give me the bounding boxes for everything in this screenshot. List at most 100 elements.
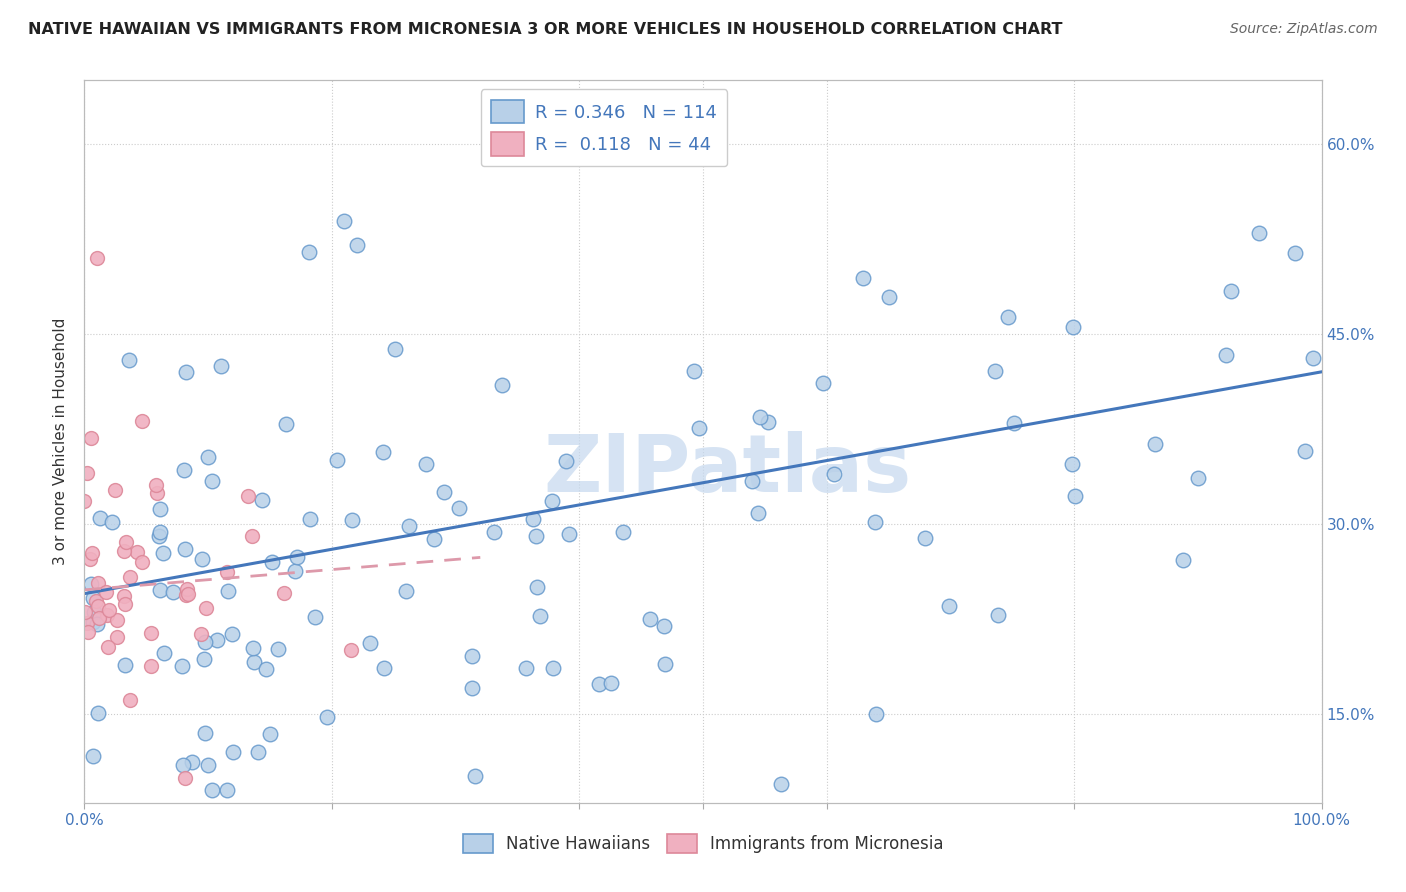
Point [242,655,264,669]
Point [238,489,260,503]
Point [73,494,96,508]
Point [267,641,290,656]
Point [84,594,107,608]
Point [145,478,167,492]
Point [148,582,170,597]
Point [1143,437,1166,451]
Point [80,431,103,445]
Point [298,245,321,260]
Point [222,745,245,759]
Point [433,485,456,500]
Point [82,591,104,606]
Point [80,546,103,560]
Point [194,726,217,740]
Point [747,506,769,520]
Point [398,519,420,533]
Point [515,661,537,675]
Point [201,474,224,488]
Text: ZIPatlas: ZIPatlas [544,432,912,509]
Point [246,745,269,759]
Text: NATIVE HAWAIIAN VS IMMIGRANTS FROM MICRONESIA 3 OR MORE VEHICLES IN HOUSEHOLD CO: NATIVE HAWAIIAN VS IMMIGRANTS FROM MICRO… [28,22,1063,37]
Point [82,615,104,629]
Point [149,501,172,516]
Point [342,513,364,527]
Point [141,659,163,673]
Point [522,512,544,526]
Point [252,493,274,508]
Point [529,608,551,623]
Point [461,681,484,696]
Point [190,551,212,566]
Point [242,640,264,655]
Point [177,587,200,601]
Point [599,675,621,690]
Point [173,463,195,477]
Point [217,583,239,598]
Point [131,555,153,569]
Point [118,692,141,706]
Point [100,515,122,529]
Point [174,365,197,379]
Point [558,527,581,541]
Point [114,598,136,612]
Point [997,310,1019,325]
Point [174,588,197,602]
Point [80,577,103,591]
Point [201,783,224,797]
Point [373,444,395,458]
Point [197,757,219,772]
Point [1062,458,1084,472]
Point [194,634,217,648]
Point [240,528,263,542]
Point [1187,471,1209,485]
Point [541,494,564,508]
Point [756,415,779,429]
Point [526,580,548,594]
Point [153,646,176,660]
Point [1002,416,1025,430]
Point [127,545,149,559]
Point [682,364,704,378]
Point [94,584,117,599]
Point [1063,490,1085,504]
Point [333,213,356,227]
Point [221,627,243,641]
Point [482,524,505,539]
Point [447,501,470,516]
Point [149,524,172,539]
Point [115,535,138,549]
Point [749,409,772,424]
Point [176,582,198,596]
Point [131,414,153,428]
Point [1247,227,1270,241]
Point [852,271,875,285]
Point [273,586,295,600]
Point [1302,351,1324,365]
Point [298,511,321,525]
Point [741,474,763,488]
Point [326,453,349,467]
Point [415,458,437,472]
Point [346,238,368,252]
Point [460,649,482,664]
Point [174,772,197,786]
Point [197,450,219,464]
Point [688,420,710,434]
Point [914,531,936,545]
Point [86,617,108,632]
Point [315,710,337,724]
Point [75,605,97,619]
Point [89,511,111,525]
Point [105,631,128,645]
Point [76,467,98,481]
Point [96,607,118,622]
Point [770,777,793,791]
Point [112,543,135,558]
Point [863,515,886,529]
Point [274,417,297,431]
Point [987,607,1010,622]
Point [180,755,202,769]
Point [87,611,110,625]
Point [146,486,169,500]
Text: Source: ZipAtlas.com: Source: ZipAtlas.com [1230,22,1378,37]
